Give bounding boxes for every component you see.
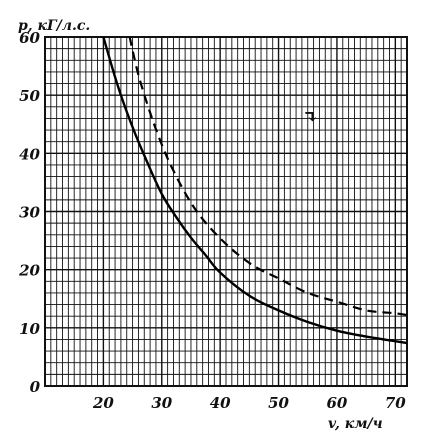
x-axis-label: v, км/ч <box>328 416 383 432</box>
solid-curve <box>102 36 408 345</box>
y-tick-label: 0 <box>30 378 41 396</box>
y-tick-label: 30 <box>19 204 40 222</box>
x-tick-label: 30 <box>151 394 172 412</box>
x-tick-label: 70 <box>385 394 406 412</box>
series-group <box>102 36 408 345</box>
y-tick-label: 20 <box>18 262 40 280</box>
x-tick-label: 50 <box>268 394 289 412</box>
tick-labels: 0 10 20 30 40 50 60 20 30 40 50 60 70 <box>18 29 406 412</box>
x-tick-label: 40 <box>210 394 231 412</box>
y-tick-label: 40 <box>19 145 40 163</box>
y-tick-label: 50 <box>19 87 40 105</box>
curve-annotation: ↴ <box>303 107 318 128</box>
y-tick-label: 10 <box>19 320 40 338</box>
dashed-curve <box>128 36 408 317</box>
y-tick-label: 60 <box>19 29 40 47</box>
x-tick-label: 60 <box>326 394 347 412</box>
x-tick-label: 20 <box>92 394 114 412</box>
grid <box>44 36 408 387</box>
y-axis-label: p, кГ/л.с. <box>18 18 90 34</box>
plot-frame <box>44 36 408 387</box>
